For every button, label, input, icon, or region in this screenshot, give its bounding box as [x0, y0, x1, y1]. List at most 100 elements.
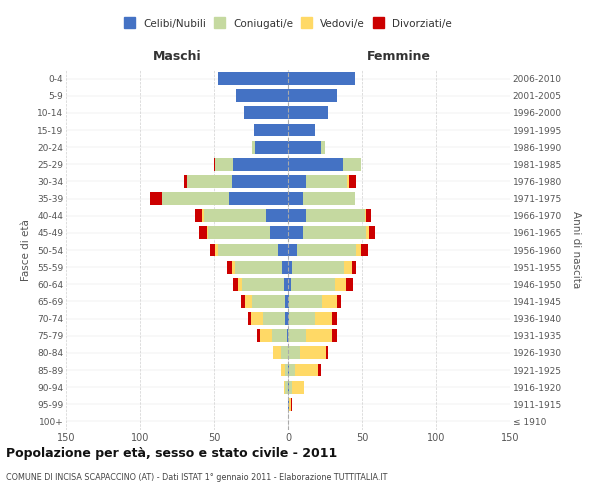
- Bar: [260, 330, 272, 342]
- Bar: [251, 312, 263, 325]
- Bar: [162, 192, 229, 205]
- Bar: [285, 364, 288, 376]
- Bar: [343, 158, 361, 170]
- Bar: [322, 295, 337, 308]
- Bar: [289, 295, 322, 308]
- Bar: [184, 175, 187, 188]
- Bar: [281, 364, 285, 376]
- Bar: [295, 364, 317, 376]
- Bar: [284, 380, 285, 394]
- Bar: [232, 260, 235, 274]
- Bar: [288, 346, 300, 360]
- Bar: [337, 295, 341, 308]
- Bar: [242, 278, 284, 290]
- Text: Femmine: Femmine: [367, 50, 431, 63]
- Bar: [306, 330, 332, 342]
- Bar: [288, 312, 289, 325]
- Bar: [288, 175, 306, 188]
- Bar: [209, 244, 215, 256]
- Bar: [256, 140, 288, 153]
- Bar: [214, 158, 215, 170]
- Bar: [288, 330, 306, 342]
- Bar: [292, 380, 304, 394]
- Bar: [263, 312, 285, 325]
- Bar: [253, 140, 256, 153]
- Bar: [288, 106, 328, 120]
- Bar: [288, 226, 303, 239]
- Bar: [270, 226, 288, 239]
- Bar: [232, 175, 288, 188]
- Bar: [203, 210, 266, 222]
- Bar: [287, 330, 288, 342]
- Bar: [284, 278, 288, 290]
- Bar: [289, 380, 292, 394]
- Bar: [365, 210, 367, 222]
- Bar: [356, 244, 361, 256]
- Bar: [208, 226, 270, 239]
- Bar: [317, 364, 320, 376]
- Bar: [257, 330, 260, 342]
- Bar: [233, 158, 288, 170]
- Bar: [291, 278, 335, 290]
- Bar: [288, 192, 303, 205]
- Bar: [202, 210, 203, 222]
- Bar: [288, 364, 289, 376]
- Legend: Celibi/Nubili, Coniugati/e, Vedovi/e, Divorziati/e: Celibi/Nubili, Coniugati/e, Vedovi/e, Di…: [124, 18, 452, 29]
- Bar: [245, 295, 253, 308]
- Y-axis label: Anni di nascita: Anni di nascita: [571, 212, 581, 288]
- Bar: [289, 364, 295, 376]
- Bar: [151, 192, 162, 205]
- Bar: [303, 192, 355, 205]
- Bar: [288, 124, 314, 136]
- Bar: [215, 244, 218, 256]
- Bar: [303, 226, 367, 239]
- Bar: [320, 140, 325, 153]
- Bar: [332, 330, 337, 342]
- Bar: [288, 260, 292, 274]
- Bar: [292, 260, 344, 274]
- Bar: [241, 295, 245, 308]
- Bar: [288, 295, 289, 308]
- Bar: [288, 244, 297, 256]
- Y-axis label: Fasce di età: Fasce di età: [22, 219, 31, 281]
- Bar: [288, 380, 289, 394]
- Bar: [288, 140, 320, 153]
- Text: Maschi: Maschi: [152, 50, 202, 63]
- Bar: [244, 106, 288, 120]
- Bar: [272, 330, 287, 342]
- Bar: [227, 260, 232, 274]
- Bar: [346, 278, 353, 290]
- Bar: [235, 260, 282, 274]
- Bar: [248, 312, 251, 325]
- Bar: [187, 175, 232, 188]
- Bar: [332, 312, 337, 325]
- Text: COMUNE DI INCISA SCAPACCINO (AT) - Dati ISTAT 1° gennaio 2011 - Elaborazione TUT: COMUNE DI INCISA SCAPACCINO (AT) - Dati …: [6, 472, 388, 482]
- Bar: [273, 346, 281, 360]
- Bar: [215, 158, 233, 170]
- Bar: [361, 244, 368, 256]
- Bar: [297, 244, 356, 256]
- Bar: [306, 210, 365, 222]
- Bar: [233, 278, 238, 290]
- Bar: [349, 175, 356, 188]
- Bar: [367, 210, 371, 222]
- Bar: [344, 260, 352, 274]
- Bar: [195, 210, 202, 222]
- Bar: [367, 226, 370, 239]
- Bar: [370, 226, 376, 239]
- Bar: [282, 260, 288, 274]
- Bar: [347, 175, 349, 188]
- Bar: [253, 295, 285, 308]
- Bar: [266, 210, 288, 222]
- Bar: [291, 398, 292, 410]
- Bar: [238, 278, 242, 290]
- Bar: [288, 90, 337, 102]
- Bar: [289, 398, 291, 410]
- Bar: [288, 72, 355, 85]
- Bar: [236, 90, 288, 102]
- Text: Popolazione per età, sesso e stato civile - 2011: Popolazione per età, sesso e stato civil…: [6, 448, 337, 460]
- Bar: [285, 312, 288, 325]
- Bar: [326, 346, 328, 360]
- Bar: [285, 295, 288, 308]
- Bar: [300, 346, 326, 360]
